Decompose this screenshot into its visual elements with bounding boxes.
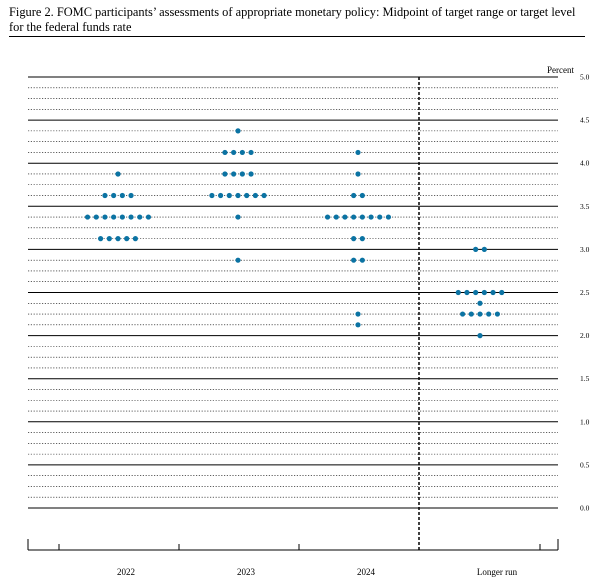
participant-dot: [359, 236, 365, 242]
participant-dot: [252, 192, 258, 199]
participant-dot: [385, 214, 392, 220]
y-tick-label: 2.5: [580, 288, 590, 297]
participant-dot: [128, 192, 134, 199]
participant-dot: [359, 192, 365, 199]
dots: [84, 128, 505, 339]
participant-dot: [231, 171, 237, 177]
participant-dot: [490, 289, 496, 296]
caption-rule: [9, 36, 585, 37]
y-tick-label: 4.5: [580, 116, 590, 125]
participant-dot: [209, 192, 215, 199]
participant-dot: [351, 257, 357, 263]
participant-dot: [222, 149, 228, 156]
y-tick-label: 4.0: [580, 159, 590, 168]
y-tick-label: 2.0: [580, 331, 590, 340]
x-category-label: Longer run: [477, 567, 518, 577]
participant-dot: [102, 192, 108, 199]
participant-dot: [355, 171, 361, 177]
participant-dot: [355, 311, 361, 317]
participant-dot: [377, 214, 383, 220]
participant-dot: [226, 192, 232, 199]
participant-dot: [477, 333, 483, 339]
participant-dot: [359, 257, 365, 263]
participant-dot: [115, 171, 121, 177]
participant-dot: [128, 214, 134, 220]
y-tick-label: 3.5: [580, 202, 590, 211]
gridlines: [28, 76, 558, 509]
participant-dot: [231, 149, 237, 156]
participant-dot: [468, 311, 474, 317]
participant-dot: [464, 289, 470, 296]
participant-dot: [355, 322, 361, 328]
participant-dot: [235, 192, 241, 199]
participant-dot: [111, 192, 117, 199]
participant-dot: [455, 289, 461, 296]
participant-dot: [481, 289, 487, 296]
participant-dot: [342, 214, 348, 220]
participant-dot: [359, 214, 365, 220]
participant-dot: [368, 214, 374, 220]
y-tick-label: 0.0: [580, 504, 590, 513]
participant-dot: [355, 149, 361, 156]
participant-dot: [494, 311, 500, 317]
participant-dot: [486, 311, 492, 317]
participant-dot: [473, 289, 479, 296]
participant-dot: [98, 236, 104, 242]
participant-dot: [324, 214, 331, 220]
participant-dot: [351, 192, 357, 199]
participant-dot: [499, 289, 505, 296]
y-tick-label: 0.5: [580, 460, 590, 469]
participant-dot: [239, 171, 245, 177]
y-tick-label: 1.0: [580, 417, 590, 426]
x-category-label: 2024: [357, 567, 376, 577]
participant-dot: [93, 214, 99, 220]
participant-dot: [235, 128, 241, 134]
figure-caption: Figure 2. FOMC participants’ assessments…: [9, 5, 576, 34]
participant-dot: [106, 236, 112, 242]
participant-dot: [351, 236, 357, 242]
participant-dot: [473, 246, 479, 252]
participant-dot: [222, 171, 228, 177]
participant-dot: [460, 311, 466, 317]
participant-dot: [244, 192, 250, 199]
participant-dot: [84, 214, 91, 220]
participant-dot: [351, 214, 357, 220]
participant-dot: [235, 214, 241, 220]
participant-dot: [137, 214, 143, 220]
y-tick-label: 5.0: [580, 73, 590, 82]
participant-dot: [132, 236, 138, 242]
participant-dot: [477, 311, 483, 317]
participant-dot: [248, 149, 254, 156]
participant-dot: [239, 149, 245, 156]
y-tick-label: 3.0: [580, 245, 590, 254]
participant-dot: [145, 214, 152, 220]
participant-dot: [115, 236, 121, 242]
participant-dot: [124, 236, 130, 242]
participant-dot: [261, 192, 267, 199]
participant-dot: [333, 214, 339, 220]
y-tick-label: 1.5: [580, 374, 590, 383]
participant-dot: [248, 171, 254, 177]
participant-dot: [218, 192, 224, 199]
participant-dot: [111, 214, 117, 220]
x-category-label: 2023: [237, 567, 256, 577]
y-tick-labels: 5.0 4.5 4.0 3.5 3.0 2.5 2.0 1.5 1.0 0.5 0.0: [580, 73, 590, 513]
participant-dot: [119, 192, 125, 199]
x-axis: 2022 2023 2024 Longer run: [27, 77, 559, 577]
unit-label: Percent: [547, 65, 574, 75]
participant-dot: [102, 214, 108, 220]
participant-dot: [119, 214, 125, 220]
participant-dot: [477, 300, 483, 306]
participant-dot: [481, 246, 487, 252]
participant-dot: [235, 257, 241, 263]
x-category-label: 2022: [117, 567, 135, 577]
